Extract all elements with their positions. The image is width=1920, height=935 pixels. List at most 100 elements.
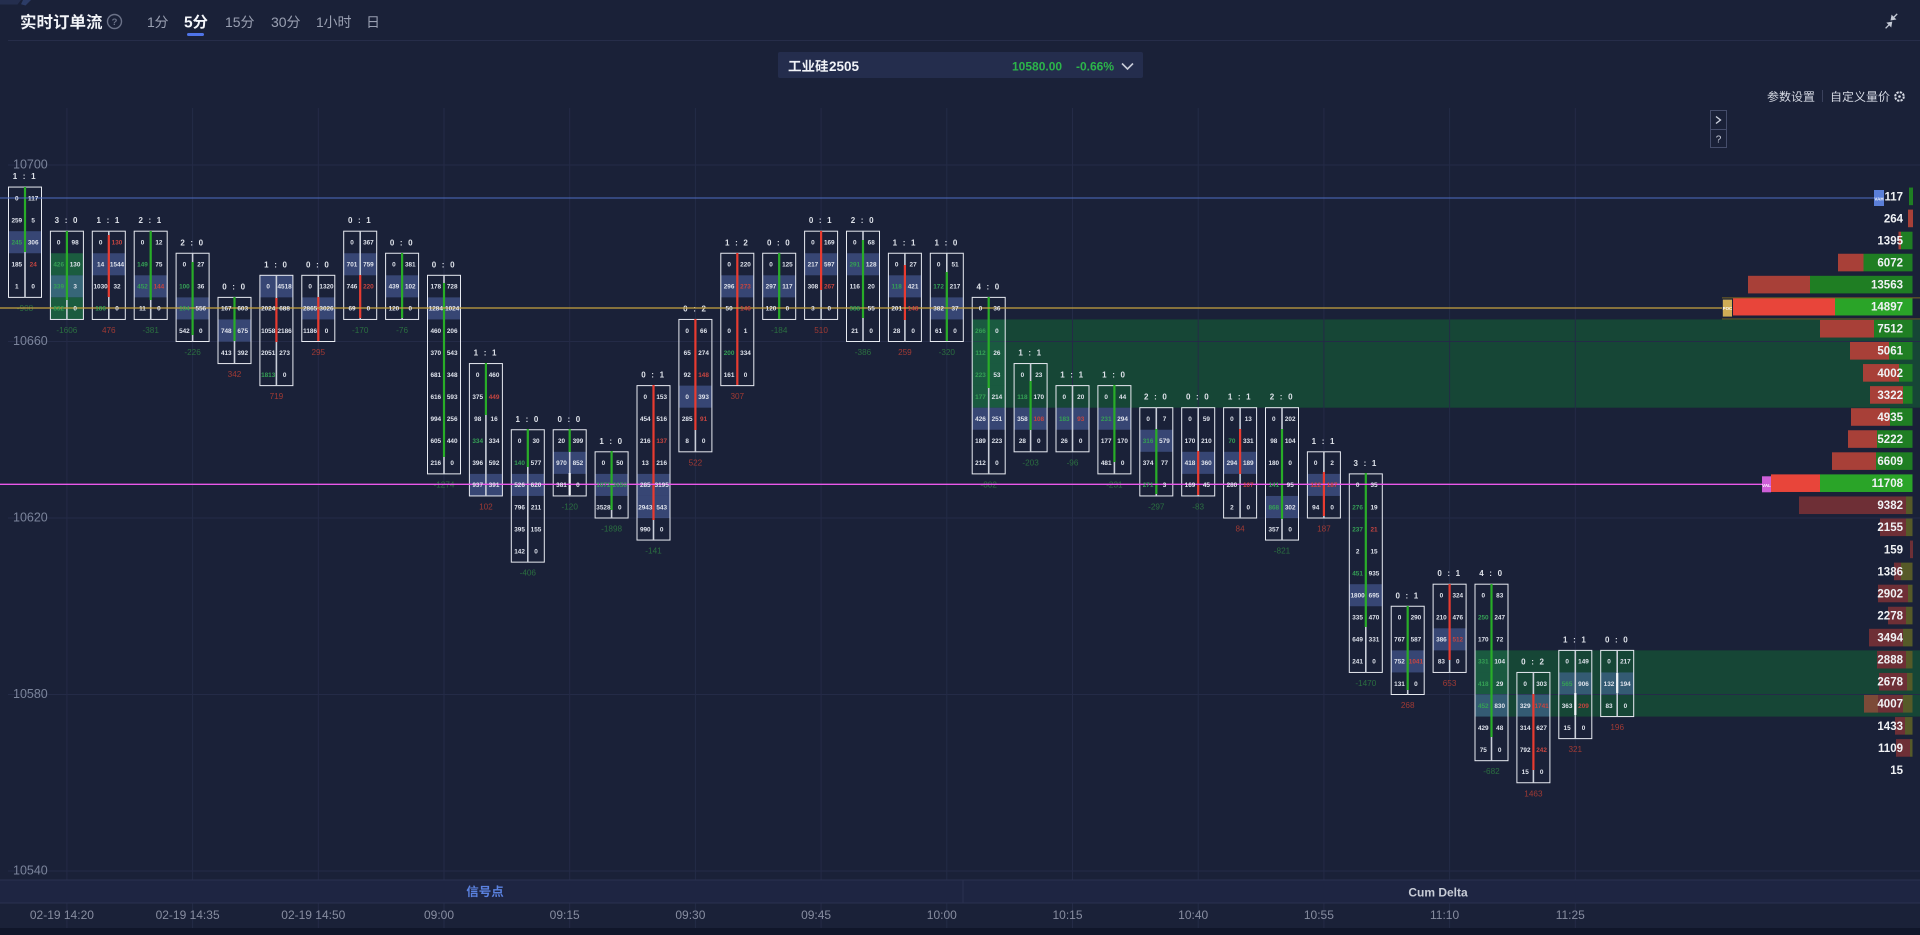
- svg-text:0: 0: [853, 240, 857, 247]
- svg-text:526: 526: [514, 482, 525, 489]
- svg-text:5222: 5222: [1877, 434, 1903, 446]
- svg-text:0: 0: [995, 460, 999, 467]
- svg-text:141: 141: [1268, 482, 1279, 489]
- svg-text:170: 170: [1478, 637, 1489, 644]
- svg-text:395: 395: [514, 526, 525, 533]
- svg-text:-821: -821: [1274, 547, 1291, 556]
- svg-text:476: 476: [102, 326, 116, 335]
- svg-text:91: 91: [700, 416, 708, 423]
- svg-text:294: 294: [1227, 460, 1238, 467]
- svg-text:94: 94: [1312, 504, 1320, 511]
- svg-text:0: 0: [57, 240, 61, 247]
- svg-text:273: 273: [740, 284, 751, 291]
- svg-text:131: 131: [1394, 681, 1405, 688]
- svg-text:0 : 1: 0 : 1: [1395, 591, 1420, 600]
- svg-text:603: 603: [237, 306, 248, 313]
- svg-text:1 : 1: 1 : 1: [1018, 349, 1043, 358]
- svg-text:0 : 0: 0 : 0: [306, 260, 331, 269]
- svg-text:2024: 2024: [261, 306, 276, 313]
- svg-text:0: 0: [995, 328, 999, 335]
- svg-text:14897: 14897: [1871, 302, 1903, 314]
- svg-text:161: 161: [724, 372, 735, 379]
- svg-text:21: 21: [1370, 526, 1378, 533]
- svg-text:331: 331: [1478, 659, 1489, 666]
- svg-text:1544: 1544: [110, 262, 125, 269]
- svg-text:375: 375: [472, 394, 483, 401]
- svg-text:334: 334: [489, 438, 500, 445]
- svg-text:1186: 1186: [303, 328, 317, 335]
- svg-text:0: 0: [392, 262, 396, 269]
- svg-text:1741: 1741: [1534, 703, 1549, 710]
- svg-text:53: 53: [993, 372, 1001, 379]
- svg-text:202: 202: [1285, 416, 1296, 423]
- svg-text:237: 237: [1352, 526, 1363, 533]
- svg-text:2650: 2650: [613, 482, 628, 489]
- svg-text:29: 29: [1496, 681, 1504, 688]
- svg-text:451: 451: [1352, 570, 1363, 577]
- svg-text:0: 0: [1247, 504, 1251, 511]
- svg-text:360: 360: [1201, 460, 1212, 467]
- svg-text:273: 273: [279, 350, 290, 357]
- svg-text:0: 0: [1121, 460, 1125, 467]
- svg-text:-1470: -1470: [1355, 679, 1376, 688]
- svg-text:0: 0: [1540, 769, 1544, 776]
- svg-text:0: 0: [450, 460, 454, 467]
- svg-text:0: 0: [1498, 747, 1502, 754]
- svg-text:2 : 0: 2 : 0: [851, 216, 876, 225]
- svg-text:0: 0: [1104, 394, 1108, 401]
- svg-text:1058: 1058: [261, 328, 276, 335]
- svg-text:30: 30: [532, 438, 540, 445]
- svg-text:216: 216: [656, 460, 667, 467]
- svg-text:120: 120: [766, 306, 777, 313]
- svg-text:0: 0: [769, 262, 773, 269]
- svg-text:0: 0: [266, 284, 270, 291]
- svg-text:0: 0: [367, 306, 371, 313]
- svg-text:0: 0: [895, 262, 899, 269]
- svg-text:0 : 2: 0 : 2: [683, 304, 708, 313]
- svg-text:16: 16: [491, 416, 499, 423]
- svg-text:0: 0: [1037, 438, 1041, 445]
- svg-text:267: 267: [824, 284, 835, 291]
- svg-text:542: 542: [179, 328, 190, 335]
- svg-text:565: 565: [1562, 681, 1573, 688]
- svg-text:0: 0: [1230, 416, 1234, 423]
- svg-text:116: 116: [850, 284, 861, 291]
- svg-text:02-19 14:35: 02-19 14:35: [156, 908, 220, 922]
- svg-text:13: 13: [642, 460, 650, 467]
- svg-text:70: 70: [1228, 438, 1236, 445]
- svg-text:0 : 1: 0 : 1: [809, 216, 834, 225]
- svg-text:1386: 1386: [1877, 566, 1903, 578]
- svg-text:3: 3: [1163, 482, 1167, 489]
- svg-text:1041: 1041: [1409, 659, 1424, 666]
- svg-text:09:15: 09:15: [550, 908, 580, 922]
- svg-text:201: 201: [891, 306, 902, 313]
- svg-text:256: 256: [447, 416, 458, 423]
- svg-text:187: 187: [1327, 482, 1338, 489]
- svg-text:2 : 0: 2 : 0: [180, 238, 205, 247]
- svg-text:6072: 6072: [1877, 257, 1903, 269]
- svg-text:386: 386: [1436, 637, 1447, 644]
- svg-text:210: 210: [1201, 438, 1212, 445]
- svg-text:118: 118: [892, 284, 903, 291]
- svg-text:2 : 0: 2 : 0: [1270, 393, 1295, 402]
- svg-text:0: 0: [727, 262, 731, 269]
- svg-text:3 : 0: 3 : 0: [55, 216, 80, 225]
- svg-text:274: 274: [698, 350, 709, 357]
- svg-text:-76: -76: [396, 326, 408, 335]
- svg-text:-203: -203: [1022, 458, 1039, 467]
- svg-text:0 : 1: 0 : 1: [1437, 569, 1462, 578]
- svg-text:0: 0: [660, 526, 664, 533]
- svg-text:339: 339: [53, 284, 64, 291]
- svg-text:476: 476: [1452, 615, 1463, 622]
- svg-text:2: 2: [1330, 460, 1334, 467]
- svg-text:1 : 1: 1 : 1: [474, 349, 499, 358]
- svg-text:0: 0: [141, 240, 145, 247]
- svg-text:392: 392: [237, 350, 248, 357]
- svg-text:0: 0: [618, 504, 622, 511]
- svg-text:2: 2: [1230, 504, 1234, 511]
- svg-text:-96: -96: [1067, 458, 1079, 467]
- svg-text:306: 306: [28, 240, 39, 247]
- svg-text:247: 247: [1494, 615, 1505, 622]
- svg-text:130: 130: [112, 240, 123, 247]
- svg-text:290: 290: [1411, 615, 1422, 622]
